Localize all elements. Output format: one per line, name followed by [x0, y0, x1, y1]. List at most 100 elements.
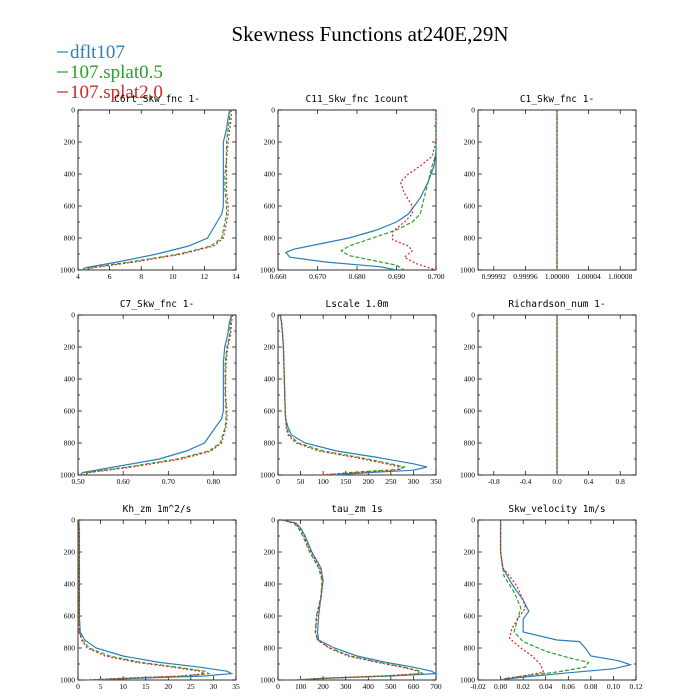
y-tick-label: 1000 — [60, 266, 75, 275]
legend-entry: 107.splat0.5 — [57, 62, 163, 83]
x-tick-label: 0.60 — [117, 477, 130, 486]
x-tick-label: 100 — [318, 477, 330, 486]
x-tick-label: 0.50 — [71, 477, 84, 486]
y-tick-label: 800 — [64, 234, 76, 243]
y-tick-label: 200 — [64, 138, 76, 147]
panel: C1_Skw_fnc 1- 0 200 400 600 800 1000 0.99992 0.9… — [460, 94, 637, 281]
series-line — [282, 519, 439, 681]
series-line — [499, 520, 633, 681]
y-tick-label: 200 — [264, 138, 276, 147]
y-tick-label: 400 — [264, 580, 276, 589]
y-tick-label: 600 — [64, 407, 76, 416]
series-line — [78, 519, 234, 681]
series-line — [340, 110, 437, 271]
x-tick-label: 0.02 — [517, 682, 530, 691]
x-tick-label: 100 — [295, 682, 307, 691]
plot-frame — [277, 109, 437, 271]
series-line — [82, 110, 231, 271]
series-line — [84, 110, 232, 271]
panel: Richardson_num 1- 0 200 400 600 800 1000 -0.8 -0… — [460, 299, 637, 486]
panel: Skw_velocity 1m/s 0 200 400 600 800 1000-0.02 0… — [460, 504, 643, 691]
x-tick-label: 4 — [76, 272, 80, 281]
y-tick-label: 1000 — [260, 471, 275, 480]
x-tick-label: 1.00000 — [545, 272, 570, 281]
panel-title: Kh_zm 1m^2/s — [123, 504, 192, 515]
series-line — [282, 519, 422, 681]
legend-label: 107.splat2.0 — [70, 82, 163, 103]
x-tick-label: 0.700 — [428, 272, 445, 281]
y-tick-label: 400 — [464, 580, 476, 589]
x-tick-label: 0 — [276, 477, 280, 486]
y-tick-label: 0 — [471, 311, 475, 320]
y-tick-label: 1000 — [60, 471, 75, 480]
y-tick-label: 0 — [471, 516, 475, 525]
y-tick-label: 600 — [464, 407, 476, 416]
panel-title: tau_zm 1s — [331, 504, 382, 515]
x-tick-label: 150 — [340, 477, 352, 486]
plot-frame — [77, 519, 237, 681]
y-tick-label: 1000 — [260, 266, 275, 275]
y-tick-label: 200 — [464, 548, 476, 557]
x-tick-label: 200 — [318, 682, 330, 691]
y-tick-label: 1000 — [460, 471, 475, 480]
y-tick-label: 600 — [264, 612, 276, 621]
y-tick-label: 600 — [464, 612, 476, 621]
x-tick-label: 400 — [363, 682, 375, 691]
panel-title: C11_Skw_fnc 1count — [306, 94, 409, 105]
legend-entry: 107.splat2.0 — [57, 82, 163, 103]
x-tick-label: 15 — [142, 682, 150, 691]
y-tick-label: 200 — [464, 138, 476, 147]
series-line — [82, 314, 233, 476]
y-tick-label: 0 — [71, 106, 75, 115]
x-tick-label: 250 — [385, 477, 397, 486]
y-tick-label: 800 — [464, 439, 476, 448]
plot-frame — [477, 519, 637, 681]
y-tick-label: 800 — [264, 234, 276, 243]
y-tick-label: 600 — [264, 407, 276, 416]
series-line — [499, 520, 545, 681]
panel-title: Richardson_num 1- — [508, 299, 605, 310]
x-tick-label: 8 — [139, 272, 143, 281]
x-tick-label: 0.690 — [388, 272, 405, 281]
figure-title: Skewness Functions at240E,29N — [231, 22, 508, 46]
series-line — [83, 314, 233, 476]
x-tick-label: 1.00004 — [576, 272, 601, 281]
x-tick-label: 0.08 — [584, 682, 597, 691]
y-tick-label: 400 — [264, 170, 276, 179]
y-tick-label: 400 — [464, 170, 476, 179]
y-tick-label: 800 — [64, 439, 76, 448]
y-tick-label: 0 — [271, 516, 275, 525]
y-tick-label: 800 — [464, 644, 476, 653]
x-tick-label: 0.10 — [607, 682, 620, 691]
y-tick-label: 200 — [464, 343, 476, 352]
x-tick-label: 350 — [430, 477, 442, 486]
y-tick-label: 0 — [271, 106, 275, 115]
x-tick-label: 0 — [76, 682, 80, 691]
x-tick-label: 0.12 — [629, 682, 642, 691]
y-tick-label: 1000 — [260, 676, 275, 685]
y-tick-label: 0 — [71, 311, 75, 320]
plot-frame — [77, 314, 237, 476]
series-line — [279, 314, 428, 476]
y-tick-label: 400 — [64, 170, 76, 179]
x-tick-label: 0.00 — [494, 682, 507, 691]
y-tick-label: 400 — [464, 375, 476, 384]
y-tick-label: 200 — [264, 343, 276, 352]
panel-title: Lscale 1.0m — [326, 299, 389, 310]
legend-entry: dflt107 — [57, 42, 125, 63]
y-tick-label: 400 — [64, 375, 76, 384]
x-tick-label: 14 — [232, 272, 240, 281]
legend-label: dflt107 — [70, 42, 125, 63]
x-tick-label: 50 — [297, 477, 305, 486]
y-tick-label: 1000 — [460, 266, 475, 275]
y-tick-label: 400 — [264, 375, 276, 384]
x-tick-label: 300 — [340, 682, 352, 691]
x-tick-label: 0.80 — [207, 477, 220, 486]
series-line — [79, 314, 233, 476]
x-tick-label: 5 — [99, 682, 103, 691]
y-tick-label: 0 — [71, 516, 75, 525]
